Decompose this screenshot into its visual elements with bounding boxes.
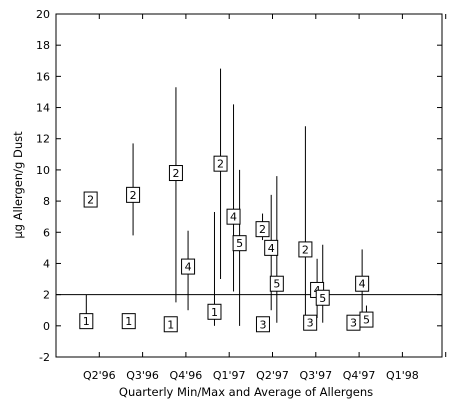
- average-marker-box: [232, 235, 247, 252]
- x-tick-label: Q2'96: [83, 369, 116, 382]
- average-marker-box: [181, 258, 196, 275]
- x-tick-label: Q1'98: [386, 369, 419, 382]
- average-marker-label: 3: [350, 317, 357, 330]
- y-tick-label: 8: [43, 195, 50, 208]
- average-marker-box: [207, 303, 222, 320]
- average-marker-box: [355, 275, 370, 292]
- average-marker-box: [315, 289, 330, 306]
- average-marker-box: [213, 155, 228, 172]
- average-marker-label: 2: [87, 194, 94, 207]
- average-marker-box: [303, 314, 318, 331]
- average-marker-label: 4: [359, 278, 366, 291]
- average-marker-box: [83, 191, 98, 208]
- average-marker-box: [126, 186, 141, 203]
- x-tick-label: Q4'97: [343, 369, 376, 382]
- average-marker-label: 1: [167, 318, 174, 331]
- average-marker-label: 5: [319, 292, 326, 305]
- average-marker-label: 1: [125, 315, 132, 328]
- x-tick-label: Q2'97: [256, 369, 289, 382]
- y-tick-label: 18: [36, 39, 50, 52]
- average-marker-label: 1: [83, 315, 90, 328]
- average-marker-label: 4: [230, 211, 237, 224]
- y-axis-title: µg Allergen/g Dust: [11, 131, 25, 239]
- average-marker-label: 5: [273, 278, 280, 291]
- x-tick-label: Q4'96: [170, 369, 203, 382]
- average-marker-label: 4: [185, 261, 192, 274]
- average-marker-box: [269, 275, 284, 292]
- x-axis-title: Quarterly Min/Max and Average of Allerge…: [119, 385, 373, 399]
- average-marker-box: [264, 239, 279, 256]
- average-marker-box: [168, 165, 183, 182]
- average-marker-box: [79, 313, 94, 330]
- y-tick-label: 16: [36, 70, 50, 83]
- average-marker-box: [121, 313, 136, 330]
- y-tick-label: 0: [43, 320, 50, 333]
- average-marker-label: 2: [172, 167, 179, 180]
- y-tick-label: 12: [36, 133, 50, 146]
- average-marker-box: [255, 316, 270, 333]
- x-tick-label: Q1'97: [213, 369, 246, 382]
- average-marker-box: [226, 208, 241, 225]
- average-marker-label: 3: [307, 317, 314, 330]
- y-tick-label: 20: [36, 8, 50, 21]
- average-marker-box: [163, 316, 178, 333]
- x-axis: Q2'96 Q3'96 Q4'96 Q1'97 Q2'97 Q3'97 Q4'97 Q1'98: [55, 14, 447, 382]
- average-marker-label: 3: [259, 318, 266, 331]
- y-tick-label: 14: [36, 102, 50, 115]
- average-marker-label: 5: [363, 314, 370, 327]
- y-tick-label: 6: [43, 226, 50, 239]
- x-tick-label: Q3'97: [299, 369, 332, 382]
- average-marker-box: [359, 311, 374, 328]
- average-marker-label: 2: [217, 158, 224, 171]
- plot-border: [55, 13, 443, 358]
- plot-frame: [55, 13, 443, 358]
- average-marker-label: 5: [236, 237, 243, 250]
- average-marker-label: 1: [211, 306, 218, 319]
- average-marker-label: 2: [302, 243, 309, 256]
- y-tick-label: 2: [43, 289, 50, 302]
- x-tick-label: Q3'96: [126, 369, 159, 382]
- y-tick-label: 10: [36, 164, 50, 177]
- average-marker-box: [298, 241, 313, 258]
- average-marker-label: 4: [268, 242, 275, 255]
- y-tick-label: -2: [39, 351, 50, 364]
- average-marker-label: 2: [259, 223, 266, 236]
- average-marker-box: [255, 221, 270, 238]
- y-tick-label: 4: [43, 257, 50, 270]
- average-marker-label: 2: [130, 189, 137, 202]
- average-markers: 1212124124523452345345: [79, 155, 374, 333]
